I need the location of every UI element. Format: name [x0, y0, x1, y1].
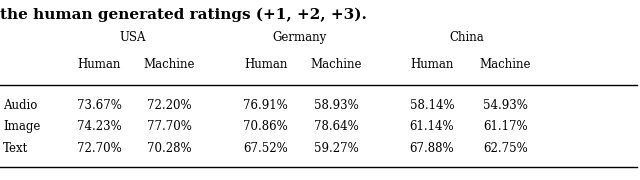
Text: 59.27%: 59.27% — [314, 142, 358, 155]
Text: 72.20%: 72.20% — [147, 99, 192, 112]
Text: Human: Human — [244, 58, 287, 71]
Text: USA: USA — [119, 31, 146, 44]
Text: 73.67%: 73.67% — [77, 99, 122, 112]
Text: 58.93%: 58.93% — [314, 99, 358, 112]
Text: Text: Text — [3, 142, 28, 155]
Text: 58.14%: 58.14% — [410, 99, 454, 112]
Text: 67.88%: 67.88% — [410, 142, 454, 155]
Text: 62.75%: 62.75% — [483, 142, 528, 155]
Text: 61.14%: 61.14% — [410, 120, 454, 133]
Text: Human: Human — [77, 58, 121, 71]
Text: 54.93%: 54.93% — [483, 99, 528, 112]
Text: 76.91%: 76.91% — [243, 99, 288, 112]
Text: 70.28%: 70.28% — [147, 142, 192, 155]
Text: 77.70%: 77.70% — [147, 120, 192, 133]
Text: Image: Image — [3, 120, 40, 133]
Text: 72.70%: 72.70% — [77, 142, 122, 155]
Text: 78.64%: 78.64% — [314, 120, 358, 133]
Text: China: China — [450, 31, 484, 44]
Text: 67.52%: 67.52% — [243, 142, 288, 155]
Text: Audio: Audio — [3, 99, 38, 112]
Text: Machine: Machine — [144, 58, 195, 71]
Text: the human generated ratings (+1, +2, +3).: the human generated ratings (+1, +2, +3)… — [0, 7, 367, 22]
Text: Machine: Machine — [480, 58, 531, 71]
Text: Machine: Machine — [310, 58, 362, 71]
Text: 61.17%: 61.17% — [483, 120, 528, 133]
Text: 70.86%: 70.86% — [243, 120, 288, 133]
Text: Germany: Germany — [273, 31, 326, 44]
Text: 74.23%: 74.23% — [77, 120, 122, 133]
Text: Human: Human — [410, 58, 454, 71]
